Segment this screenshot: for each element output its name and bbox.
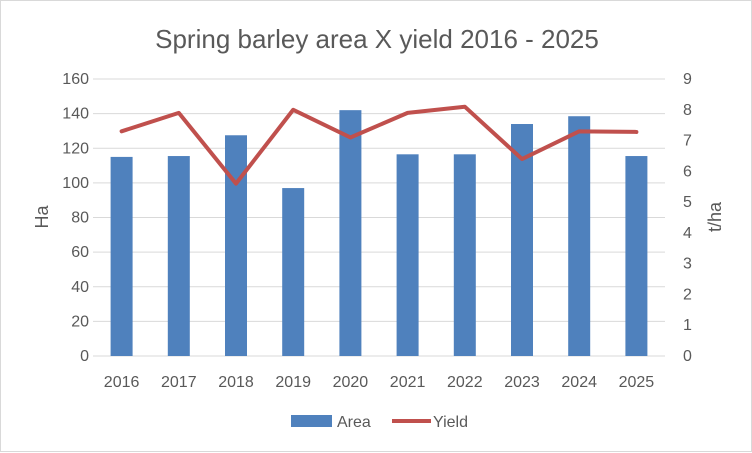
x-tick-label: 2019 bbox=[275, 374, 311, 391]
right-tick-label: 2 bbox=[683, 286, 692, 303]
x-tick-label: 2024 bbox=[561, 374, 597, 391]
area-bars bbox=[111, 110, 648, 356]
area-bar-2021 bbox=[397, 154, 419, 356]
area-bar-2024 bbox=[568, 116, 590, 356]
x-tick-label: 2018 bbox=[218, 374, 254, 391]
yield-series-line bbox=[122, 107, 637, 184]
x-tick-label: 2016 bbox=[104, 374, 140, 391]
right-axis-title: t/ha bbox=[705, 201, 725, 232]
area-bar-2017 bbox=[168, 156, 190, 356]
area-bar-2020 bbox=[339, 110, 361, 356]
left-tick-label: 100 bbox=[62, 175, 89, 192]
left-tick-label: 60 bbox=[71, 244, 89, 261]
right-tick-label: 7 bbox=[683, 133, 692, 150]
left-tick-label: 160 bbox=[62, 71, 89, 88]
legend: Area Yield bbox=[291, 414, 468, 431]
right-tick-label: 6 bbox=[683, 163, 692, 180]
left-tick-label: 80 bbox=[71, 210, 89, 227]
right-axis-ticks: 0 1 2 3 4 5 6 7 8 9 bbox=[683, 71, 692, 365]
legend-yield-label: Yield bbox=[433, 414, 468, 431]
left-tick-label: 40 bbox=[71, 279, 89, 296]
right-tick-label: 1 bbox=[683, 317, 692, 334]
left-tick-label: 140 bbox=[62, 106, 89, 123]
right-tick-label: 8 bbox=[683, 102, 692, 119]
x-tick-label: 2025 bbox=[619, 374, 655, 391]
left-axis-ticks: 0 20 40 60 80 100 120 140 160 bbox=[62, 71, 89, 365]
legend-area-swatch bbox=[291, 415, 332, 427]
area-bar-2019 bbox=[282, 188, 304, 356]
legend-area-label: Area bbox=[337, 414, 371, 431]
left-tick-label: 120 bbox=[62, 140, 89, 157]
area-bar-2025 bbox=[625, 156, 647, 356]
left-tick-label: 0 bbox=[80, 348, 89, 365]
x-tick-label: 2023 bbox=[504, 374, 540, 391]
chart-title: Spring barley area X yield 2016 - 2025 bbox=[155, 24, 599, 54]
x-tick-label: 2022 bbox=[447, 374, 483, 391]
right-tick-label: 9 bbox=[683, 71, 692, 88]
area-bar-2016 bbox=[111, 157, 133, 356]
x-tick-label: 2021 bbox=[390, 374, 426, 391]
left-tick-label: 20 bbox=[71, 313, 89, 330]
x-tick-label: 2017 bbox=[161, 374, 197, 391]
yield-line bbox=[122, 107, 637, 184]
right-tick-label: 3 bbox=[683, 256, 692, 273]
left-axis-title: Ha bbox=[32, 205, 52, 229]
right-tick-label: 4 bbox=[683, 225, 692, 242]
x-axis-ticks: 2016 2017 2018 2019 2020 2021 2022 2023 2024 2025 bbox=[104, 374, 654, 391]
x-tick-label: 2020 bbox=[333, 374, 369, 391]
right-tick-label: 0 bbox=[683, 348, 692, 365]
area-bar-2022 bbox=[454, 154, 476, 356]
right-tick-label: 5 bbox=[683, 194, 692, 211]
area-bar-2018 bbox=[225, 135, 247, 356]
